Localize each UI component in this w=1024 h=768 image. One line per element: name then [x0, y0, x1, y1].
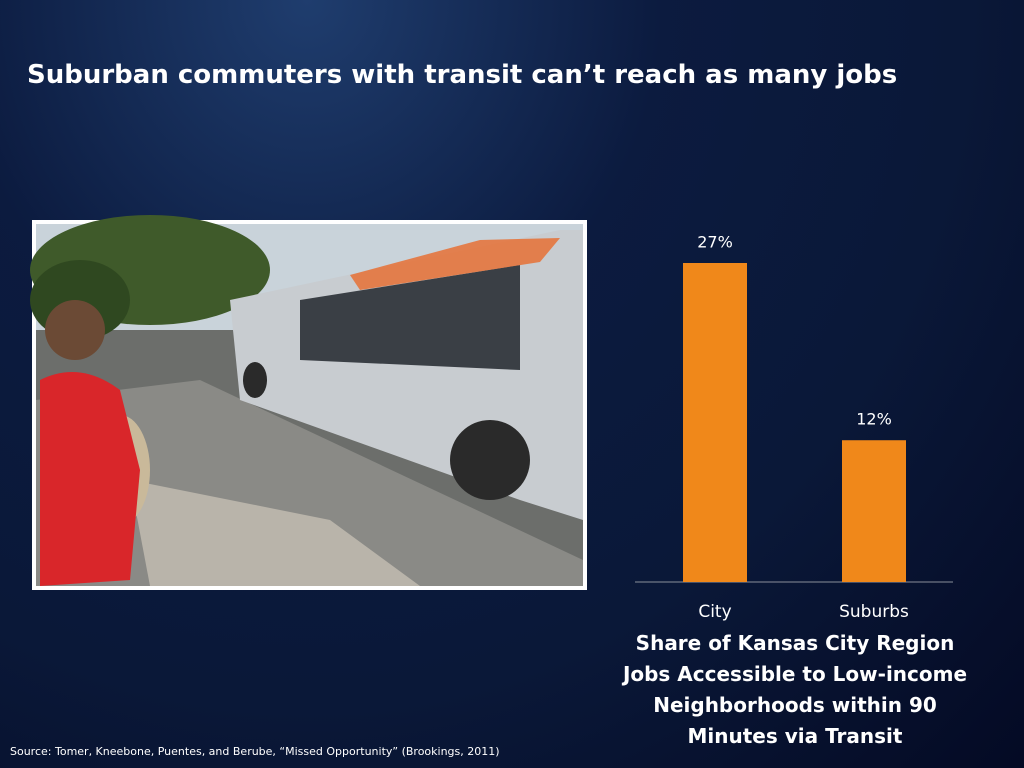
value-label: 27%	[697, 233, 733, 252]
bar	[683, 263, 747, 582]
x-tick-label: City	[698, 602, 731, 622]
chart-caption: Share of Kansas City Region Jobs Accessi…	[622, 631, 968, 748]
value-label: 12%	[856, 410, 892, 429]
bar	[842, 440, 906, 582]
source-note: Source: Tomer, Kneebone, Puentes, and Be…	[10, 745, 500, 758]
slide-title: Suburban commuters with transit can’t re…	[27, 60, 898, 90]
x-tick-label: Suburbs	[839, 602, 909, 622]
